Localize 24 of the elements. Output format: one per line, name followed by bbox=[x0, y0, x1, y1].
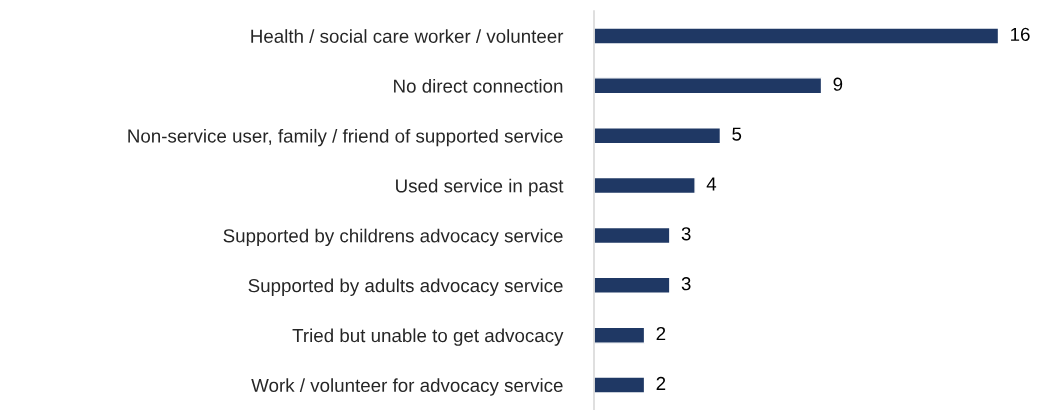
data-label: 3 bbox=[681, 277, 691, 291]
data-label: 9 bbox=[833, 77, 843, 91]
y-tick-label: Used service in past bbox=[396, 178, 564, 197]
y-tick-label: Health / social care worker / volunteer bbox=[251, 29, 564, 43]
bar bbox=[594, 27, 1000, 45]
y-tick-label: Non-service user, family / friend of supported service bbox=[128, 128, 563, 147]
data-label: 2 bbox=[656, 326, 666, 341]
data-label: 2 bbox=[656, 376, 666, 390]
bar bbox=[594, 226, 671, 245]
y-tick-label: No direct connection bbox=[394, 79, 563, 93]
bar bbox=[594, 376, 646, 394]
bar bbox=[594, 77, 823, 95]
bar bbox=[594, 127, 722, 145]
y-tick-label: Supported by adults advocacy service bbox=[248, 278, 563, 296]
data-label: 5 bbox=[732, 127, 742, 141]
bar bbox=[594, 326, 646, 344]
y-tick-label: Work / volunteer for advocacy service bbox=[251, 378, 563, 396]
data-label: 3 bbox=[681, 227, 691, 241]
data-label: 4 bbox=[706, 177, 717, 191]
y-tick-label: Tried but unable to get advocacy bbox=[292, 328, 564, 346]
y-tick-label: Supported by childrens advocacy service bbox=[223, 228, 563, 247]
bar bbox=[594, 176, 696, 195]
data-label: 16 bbox=[1011, 27, 1030, 41]
bar bbox=[594, 276, 671, 294]
